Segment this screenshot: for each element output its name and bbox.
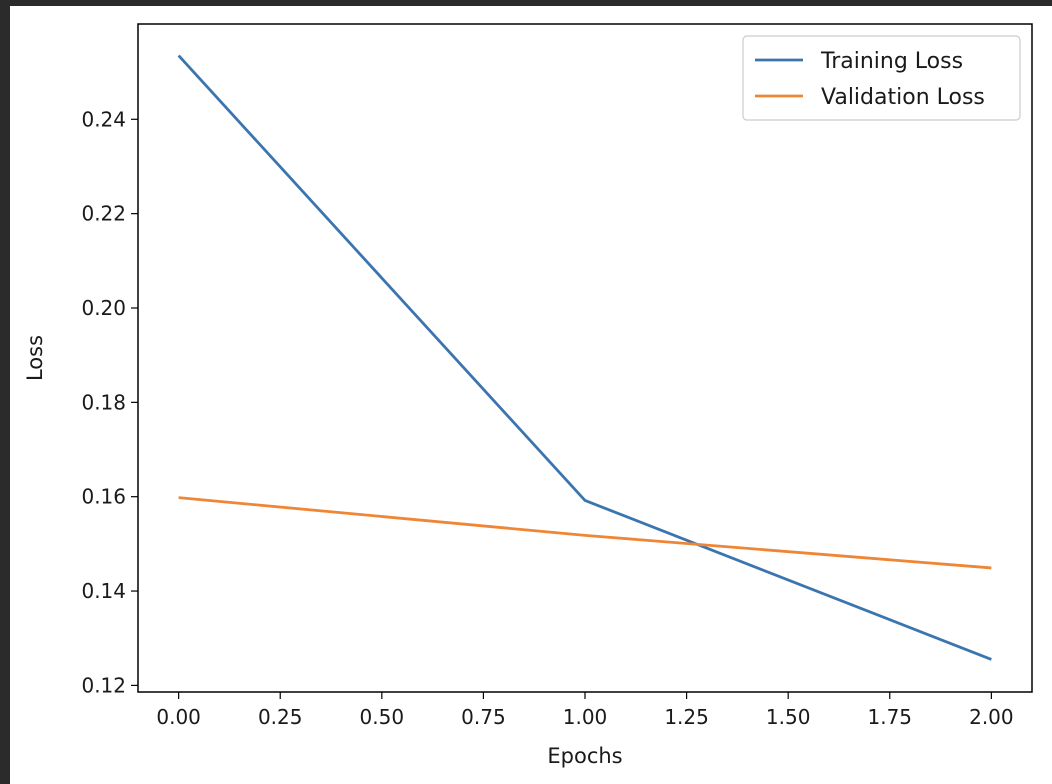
y-tick-label: 0.16 [81, 485, 126, 509]
y-tick-label: 0.14 [81, 579, 126, 603]
x-tick-label: 0.25 [258, 705, 303, 729]
series-line-validation-loss [178, 496, 992, 570]
legend-label-training-loss: Training Loss [820, 49, 963, 74]
y-tick-label: 0.22 [81, 202, 126, 226]
x-axis-ticks: 0.00 0.25 0.50 0.75 1.00 1.25 1.50 1.75 2.00 [156, 692, 1014, 729]
x-tick-label: 0.50 [360, 705, 405, 729]
y-axis-ticks: 0.12 0.14 0.16 0.18 0.20 0.22 0.24 [81, 107, 138, 697]
y-tick-label: 0.12 [81, 673, 126, 697]
series-line-training-loss [177, 54, 992, 661]
chart-figure: 0.00 0.25 0.50 0.75 1.00 1.25 1.50 1.75 2.00 0.1… [10, 6, 1052, 784]
loss-chart: 0.00 0.25 0.50 0.75 1.00 1.25 1.50 1.75 2.00 0.1… [23, 23, 1033, 768]
series-lines [177, 54, 992, 661]
x-tick-label: 1.50 [766, 705, 811, 729]
x-tick-label: 2.00 [969, 705, 1014, 729]
x-tick-label: 1.00 [563, 705, 608, 729]
legend-label-validation-loss: Validation Loss [821, 85, 985, 110]
x-tick-label: 1.75 [868, 705, 913, 729]
plot-frame [137, 23, 1033, 693]
x-tick-label: 0.75 [461, 705, 506, 729]
y-tick-label: 0.24 [81, 107, 126, 131]
x-tick-label: 0.00 [156, 705, 201, 729]
x-axis-label: Epochs [547, 744, 622, 768]
y-tick-label: 0.18 [81, 390, 126, 414]
y-axis-label: Loss [23, 335, 47, 381]
legend: Training Loss Validation Loss [742, 35, 1021, 121]
legend-box [742, 35, 1021, 121]
x-tick-label: 1.25 [664, 705, 709, 729]
y-tick-label: 0.20 [81, 296, 126, 320]
